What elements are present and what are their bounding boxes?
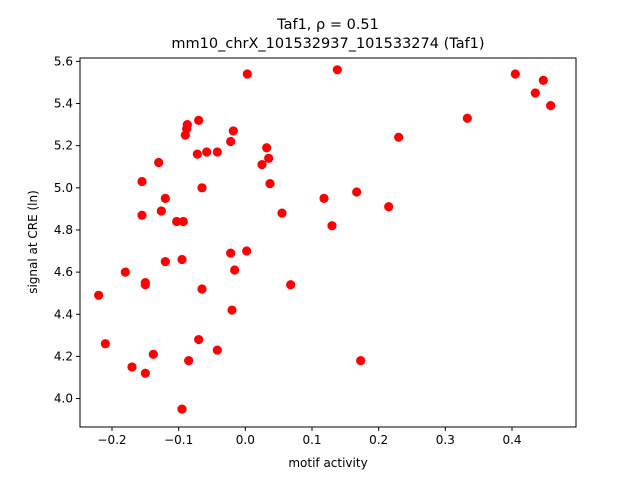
data-point (462, 113, 472, 123)
plot-frame (79, 57, 577, 428)
data-point (538, 75, 548, 85)
data-point (264, 153, 274, 163)
data-point (154, 157, 164, 168)
y-tick-label: 4.8 (54, 223, 73, 237)
data-point (230, 265, 240, 275)
data-point (277, 208, 287, 218)
y-tick-label: 5.2 (54, 139, 73, 153)
data-point (137, 176, 147, 187)
data-point (265, 178, 275, 189)
data-point (384, 202, 394, 212)
data-point (242, 246, 252, 256)
data-point (194, 334, 204, 345)
data-point (242, 69, 252, 79)
y-axis-label: signal at CRE (ln) (26, 190, 40, 294)
data-point (120, 267, 130, 277)
data-point (172, 216, 182, 227)
x-tick-label: −0.1 (164, 433, 193, 447)
y-tick-label: 4.4 (54, 307, 73, 321)
data-point (226, 136, 236, 147)
y-tick-label: 5.6 (54, 54, 73, 68)
data-point (257, 160, 267, 170)
data-point (227, 305, 237, 315)
data-point (184, 356, 194, 366)
data-point (546, 101, 556, 111)
x-tick-label: 0.0 (236, 433, 255, 447)
x-tick-label: −0.2 (97, 433, 126, 447)
data-point (510, 69, 520, 79)
data-points (94, 65, 556, 414)
data-point (137, 210, 147, 220)
data-point (100, 339, 110, 349)
data-point (148, 349, 158, 359)
data-point (352, 187, 362, 197)
data-point (94, 290, 104, 300)
data-point (182, 119, 192, 130)
data-point (178, 216, 188, 227)
y-tick-label: 4.0 (54, 392, 73, 406)
data-point (160, 193, 170, 203)
data-point (194, 115, 204, 125)
data-point (192, 149, 202, 159)
data-point (140, 368, 150, 378)
x-axis-label: motif activity (288, 456, 367, 470)
y-axis-ticks: 4.0 4.2 4.4 4.6 4.8 5.0 5.2 5.4 5.6 (54, 54, 80, 406)
x-tick-label: 0.2 (369, 433, 388, 447)
y-tick-label: 4.2 (54, 349, 73, 363)
x-axis-ticks: −0.2 −0.1 0.0 0.1 0.2 0.3 0.4 (97, 427, 522, 447)
data-point (327, 221, 337, 231)
data-point (262, 143, 272, 153)
plot-area: −0.2 −0.1 0.0 0.1 0.2 0.3 0.4 4.0 4.2 4.4 4.6 4.8 5… (54, 54, 577, 447)
data-point (197, 183, 207, 193)
y-tick-label: 5.4 (54, 97, 73, 111)
data-point (202, 147, 212, 157)
data-point (226, 248, 236, 258)
data-point (356, 356, 366, 366)
data-point (394, 132, 404, 142)
data-point (286, 280, 296, 290)
data-point (177, 254, 187, 265)
data-point (228, 126, 238, 136)
data-point (212, 147, 222, 157)
y-tick-label: 5.0 (54, 181, 73, 195)
data-point (177, 404, 187, 414)
x-tick-label: 0.3 (436, 433, 455, 447)
data-point (530, 88, 540, 98)
chart-title-line1: Taf1, ρ = 0.51 (276, 17, 379, 33)
data-point (160, 256, 170, 267)
x-tick-label: 0.1 (302, 433, 321, 447)
data-point (212, 345, 222, 355)
data-point (332, 65, 342, 75)
data-point (140, 280, 150, 290)
data-point (127, 362, 137, 372)
y-tick-label: 4.6 (54, 265, 73, 279)
x-tick-label: 0.4 (502, 433, 521, 447)
data-point (156, 206, 166, 216)
data-point (319, 193, 329, 203)
chart-title-line2: mm10_chrX_101532937_101533274 (Taf1) (171, 36, 484, 52)
data-point (197, 284, 207, 294)
